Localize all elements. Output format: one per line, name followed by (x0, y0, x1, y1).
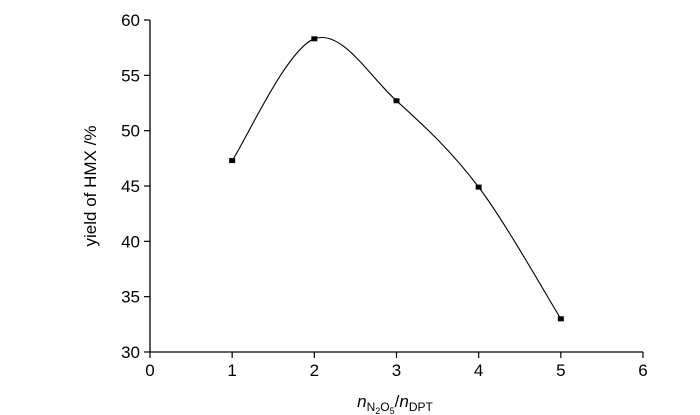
x-tick-label: 1 (227, 361, 236, 380)
axes (149, 20, 643, 353)
x-axis-title-n1: n (357, 392, 366, 411)
x-axis-title: nN2O5/nDPT (357, 392, 433, 415)
x-axis-title-sub1a: N (367, 400, 376, 414)
x-tick-label: 0 (145, 361, 154, 380)
x-axis-title-sub1d: 5 (390, 406, 395, 415)
y-tick-label: 50 (121, 122, 140, 141)
x-axis-title-sub2: DPT (409, 400, 434, 414)
fit-curve (231, 36, 562, 320)
y-ticks: 30 35 40 45 50 55 60 (121, 11, 150, 362)
y-tick-label: 40 (121, 232, 140, 251)
x-tick-label: 4 (474, 361, 483, 380)
y-axis-title: yield of HMX /% (81, 126, 100, 247)
x-tick-label: 2 (310, 361, 319, 380)
x-axis-title-sub1b: 2 (375, 406, 380, 415)
data-point-2 (311, 36, 318, 42)
x-tick-label: 3 (392, 361, 401, 380)
x-ticks: 0 1 2 3 4 5 6 (145, 352, 648, 380)
y-tick-label: 55 (121, 66, 140, 85)
data-point-5 (557, 316, 564, 322)
y-tick-label: 35 (121, 288, 140, 307)
data-point-3 (393, 98, 400, 104)
y-tick-label: 45 (121, 177, 140, 196)
x-axis-title-n2: n (399, 392, 408, 411)
y-tick-label: 30 (121, 343, 140, 362)
data-markers (229, 36, 564, 322)
data-point-4 (475, 184, 482, 190)
y-tick-label: 60 (121, 11, 140, 30)
x-tick-label: 5 (556, 361, 565, 380)
data-point-1 (229, 158, 236, 164)
x-axis-title-slash: / (395, 392, 400, 411)
x-axis-title-sub1c: O (380, 400, 389, 414)
x-tick-label: 6 (638, 361, 647, 380)
